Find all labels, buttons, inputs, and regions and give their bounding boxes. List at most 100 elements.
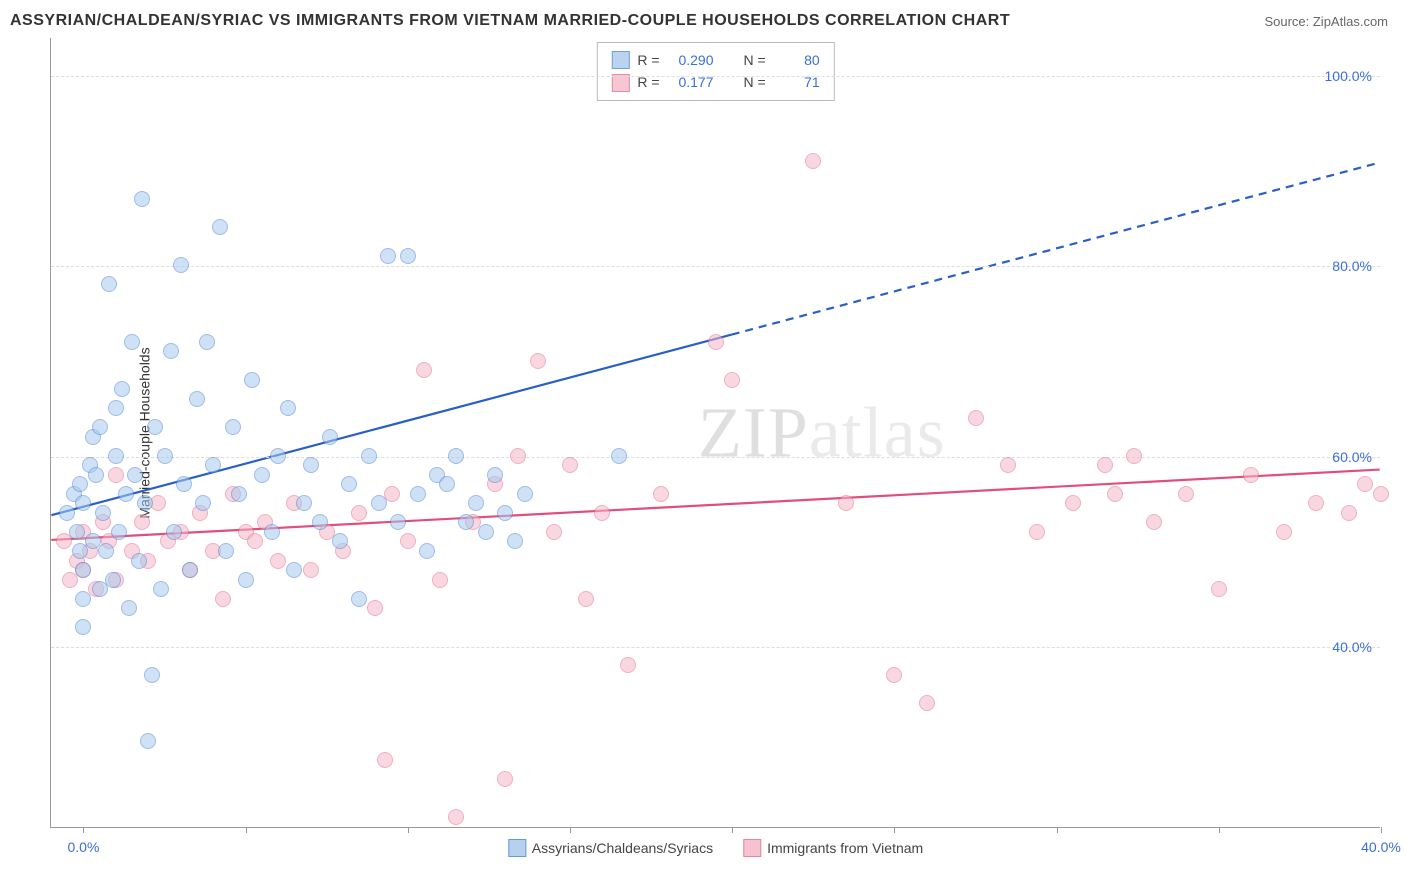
scatter-point	[1126, 448, 1142, 464]
scatter-point	[594, 505, 610, 521]
scatter-point	[322, 429, 338, 445]
scatter-point	[1029, 524, 1045, 540]
scatter-point	[75, 619, 91, 635]
legend-row: R =0.290N =80	[611, 49, 819, 71]
legend-n-label: N =	[744, 71, 766, 93]
scatter-point	[886, 667, 902, 683]
scatter-point	[1308, 495, 1324, 511]
series-legend: Assyrians/Chaldeans/Syriacs Immigrants fr…	[508, 839, 923, 857]
scatter-point	[1146, 514, 1162, 530]
stats-legend: R =0.290N =80R =0.177N =71	[596, 42, 834, 101]
scatter-point	[163, 343, 179, 359]
legend-n-label: N =	[744, 49, 766, 71]
watermark-zip: ZIP	[698, 392, 809, 472]
scatter-point	[448, 809, 464, 825]
xtick	[408, 827, 409, 833]
scatter-point	[166, 524, 182, 540]
scatter-point	[108, 448, 124, 464]
scatter-point	[332, 533, 348, 549]
scatter-point	[121, 600, 137, 616]
scatter-point	[101, 276, 117, 292]
scatter-point	[137, 495, 153, 511]
scatter-point	[968, 410, 984, 426]
legend-swatch	[743, 839, 761, 857]
scatter-point	[400, 248, 416, 264]
scatter-point	[176, 476, 192, 492]
scatter-point	[205, 457, 221, 473]
legend-row: R =0.177N =71	[611, 71, 819, 93]
scatter-point	[69, 524, 85, 540]
scatter-point	[127, 467, 143, 483]
scatter-point	[410, 486, 426, 502]
scatter-point	[247, 533, 263, 549]
scatter-point	[88, 467, 104, 483]
series-legend-item: Assyrians/Chaldeans/Syriacs	[508, 839, 713, 857]
scatter-point	[805, 153, 821, 169]
scatter-point	[108, 467, 124, 483]
scatter-point	[312, 514, 328, 530]
xtick	[246, 827, 247, 833]
series-legend-label: Immigrants from Vietnam	[767, 840, 923, 856]
scatter-point	[371, 495, 387, 511]
scatter-point	[75, 591, 91, 607]
scatter-point	[157, 448, 173, 464]
watermark: ZIPatlas	[698, 391, 946, 474]
scatter-point	[510, 448, 526, 464]
scatter-point	[653, 486, 669, 502]
scatter-point	[1276, 524, 1292, 540]
scatter-point	[546, 524, 562, 540]
scatter-point	[225, 419, 241, 435]
xtick	[1219, 827, 1220, 833]
scatter-point	[708, 334, 724, 350]
gridline	[51, 647, 1380, 648]
scatter-point	[432, 572, 448, 588]
chart-title: ASSYRIAN/CHALDEAN/SYRIAC VS IMMIGRANTS F…	[10, 12, 1010, 30]
xtick-label: 40.0%	[1361, 839, 1401, 855]
scatter-point	[124, 334, 140, 350]
xtick	[83, 827, 84, 833]
scatter-point	[134, 191, 150, 207]
legend-swatch	[611, 51, 629, 69]
scatter-point	[92, 419, 108, 435]
scatter-point	[400, 533, 416, 549]
scatter-point	[98, 543, 114, 559]
scatter-point	[517, 486, 533, 502]
scatter-point	[264, 524, 280, 540]
scatter-point	[1211, 581, 1227, 597]
scatter-point	[195, 495, 211, 511]
legend-r-value: 0.290	[668, 49, 714, 71]
series-legend-item: Immigrants from Vietnam	[743, 839, 923, 857]
ytick-label: 60.0%	[1332, 449, 1372, 465]
ytick-label: 80.0%	[1332, 258, 1372, 274]
scatter-point	[487, 467, 503, 483]
scatter-point	[724, 372, 740, 388]
scatter-point	[111, 524, 127, 540]
scatter-point	[189, 391, 205, 407]
scatter-point	[530, 353, 546, 369]
scatter-point	[212, 219, 228, 235]
scatter-point	[419, 543, 435, 559]
scatter-point	[416, 362, 432, 378]
trend-lines-layer	[51, 38, 1380, 827]
gridline	[51, 457, 1380, 458]
scatter-point	[105, 572, 121, 588]
scatter-point	[1065, 495, 1081, 511]
scatter-point	[361, 448, 377, 464]
scatter-point	[182, 562, 198, 578]
scatter-point	[1000, 457, 1016, 473]
scatter-point	[341, 476, 357, 492]
xtick-label: 0.0%	[67, 839, 99, 855]
xtick	[732, 827, 733, 833]
scatter-point	[244, 372, 260, 388]
gridline	[51, 76, 1380, 77]
scatter-point	[1243, 467, 1259, 483]
xtick	[894, 827, 895, 833]
scatter-point	[367, 600, 383, 616]
scatter-point	[140, 733, 156, 749]
scatter-point	[377, 752, 393, 768]
scatter-point	[72, 476, 88, 492]
scatter-point	[286, 562, 302, 578]
scatter-point	[231, 486, 247, 502]
legend-swatch	[508, 839, 526, 857]
scatter-point	[303, 562, 319, 578]
